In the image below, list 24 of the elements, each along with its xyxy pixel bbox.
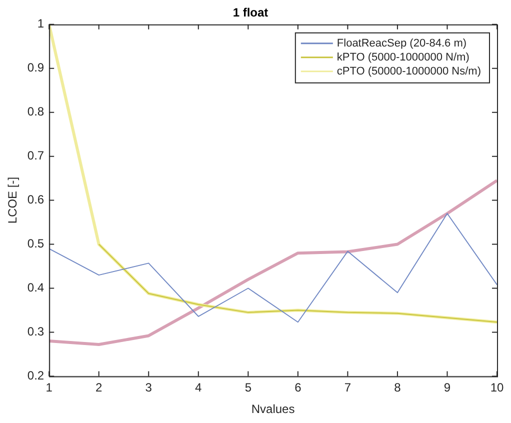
- y-tick-label: 0.5: [27, 236, 44, 251]
- y-tick-label: 0.9: [27, 60, 44, 75]
- x-tick-label: 8: [394, 380, 402, 395]
- y-tick-label: 0.4: [27, 280, 44, 295]
- x-tick-label: 7: [344, 380, 352, 395]
- y-tick-label: 0.2: [27, 368, 44, 383]
- x-tick-label: 4: [195, 380, 202, 395]
- legend-label: cPTO (50000-1000000 Ns/m): [336, 65, 482, 78]
- y-tick-label: 0.3: [27, 324, 44, 339]
- y-tick-label: 1: [37, 16, 44, 31]
- y-tick-label: 0.8: [27, 104, 44, 119]
- x-tick-label: 10: [490, 380, 504, 395]
- y-tick-label: 0.7: [27, 148, 44, 163]
- x-tick-label: 6: [294, 380, 302, 395]
- x-tick-label: 9: [444, 380, 451, 395]
- x-tick-label: 2: [96, 380, 103, 395]
- y-tick-label: 0.6: [27, 192, 44, 207]
- x-tick-label: 3: [145, 380, 152, 395]
- x-tick-label: 5: [244, 380, 252, 395]
- chart-title: 1 float: [232, 6, 268, 20]
- x-axis-title: Nvalues: [251, 402, 295, 416]
- legend-label: FloatReacSep (20-84.6 m): [336, 37, 467, 50]
- legend-label: kPTO (5000-1000000 N/m): [336, 51, 470, 64]
- y-axis-title: LCOE [-]: [6, 176, 20, 224]
